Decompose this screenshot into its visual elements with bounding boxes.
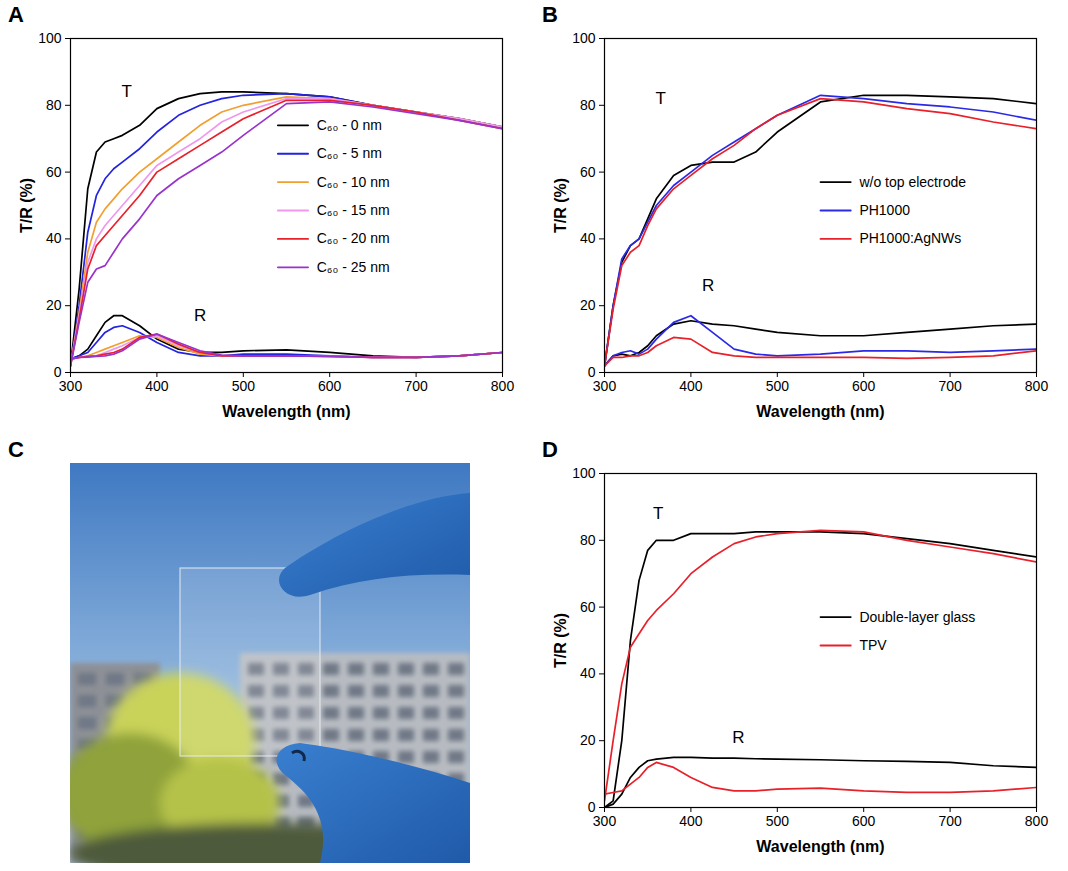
svg-text:R: R [732, 728, 744, 747]
svg-text:0: 0 [587, 364, 596, 380]
svg-text:400: 400 [679, 378, 703, 394]
svg-text:40: 40 [580, 665, 596, 681]
svg-text:PH1000:AgNWs: PH1000:AgNWs [859, 230, 961, 246]
svg-text:R: R [702, 276, 714, 295]
svg-text:T/R (%): T/R (%) [18, 178, 35, 233]
svg-text:20: 20 [46, 297, 62, 313]
svg-text:80: 80 [580, 532, 596, 548]
svg-text:400: 400 [679, 813, 703, 829]
svg-text:Double-layer glass: Double-layer glass [859, 609, 975, 625]
svg-text:C₆₀ - 20 nm: C₆₀ - 20 nm [317, 230, 390, 246]
svg-text:Wavelength (nm): Wavelength (nm) [756, 403, 884, 420]
svg-text:100: 100 [572, 465, 596, 481]
svg-text:300: 300 [593, 813, 617, 829]
svg-text:700: 700 [404, 378, 428, 394]
svg-text:300: 300 [593, 378, 617, 394]
svg-text:800: 800 [1025, 813, 1049, 829]
svg-text:80: 80 [46, 97, 62, 113]
svg-text:500: 500 [766, 813, 790, 829]
svg-text:0: 0 [53, 364, 62, 380]
svg-text:PH1000: PH1000 [859, 202, 910, 218]
html-text:D: D [542, 437, 558, 462]
svg-text:20: 20 [580, 297, 596, 313]
svg-text:40: 40 [46, 230, 62, 246]
svg-text:Wavelength (nm): Wavelength (nm) [756, 838, 884, 855]
svg-text:600: 600 [318, 378, 342, 394]
svg-text:C₆₀ - 0 nm: C₆₀ - 0 nm [317, 117, 382, 133]
svg-text:100: 100 [572, 30, 596, 46]
svg-text:80: 80 [580, 97, 596, 113]
svg-text:60: 60 [580, 164, 596, 180]
svg-text:40: 40 [580, 230, 596, 246]
svg-text:C₆₀ - 25 nm: C₆₀ - 25 nm [317, 259, 390, 275]
svg-text:500: 500 [766, 378, 790, 394]
svg-text:C₆₀ - 15 nm: C₆₀ - 15 nm [317, 202, 390, 218]
svg-text:20: 20 [580, 732, 596, 748]
svg-text:100: 100 [38, 30, 62, 46]
svg-text:Wavelength (nm): Wavelength (nm) [222, 403, 350, 420]
svg-text:300: 300 [59, 378, 83, 394]
svg-text:700: 700 [938, 378, 962, 394]
svg-text:60: 60 [580, 599, 596, 615]
svg-text:60: 60 [46, 164, 62, 180]
svg-text:T/R (%): T/R (%) [552, 178, 569, 233]
svg-text:0: 0 [587, 799, 596, 815]
svg-text:400: 400 [145, 378, 169, 394]
svg-text:T: T [121, 82, 131, 101]
html-text:A: A [8, 2, 24, 27]
svg-text:w/o top electrode: w/o top electrode [858, 174, 966, 190]
svg-text:T: T [655, 89, 665, 108]
svg-text:500: 500 [232, 378, 256, 394]
html-text:B: B [542, 2, 558, 27]
svg-text:C₆₀ - 10 nm: C₆₀ - 10 nm [317, 174, 390, 190]
svg-text:C₆₀ - 5 nm: C₆₀ - 5 nm [317, 145, 382, 161]
svg-text:600: 600 [852, 813, 876, 829]
svg-text:800: 800 [491, 378, 515, 394]
svg-text:600: 600 [852, 378, 876, 394]
svg-text:800: 800 [1025, 378, 1049, 394]
svg-text:TPV: TPV [859, 637, 887, 653]
svg-text:T: T [653, 504, 663, 523]
html-text:C: C [8, 437, 24, 462]
svg-text:R: R [194, 306, 206, 325]
svg-text:T/R (%): T/R (%) [552, 613, 569, 668]
svg-text:700: 700 [938, 813, 962, 829]
